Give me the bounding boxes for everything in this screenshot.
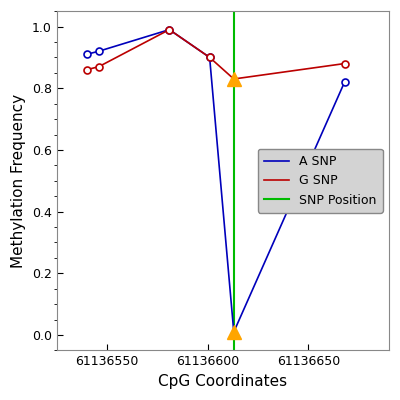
Y-axis label: Methylation Frequency: Methylation Frequency [11,94,26,268]
Legend: A SNP, G SNP, SNP Position: A SNP, G SNP, SNP Position [258,149,383,213]
X-axis label: CpG Coordinates: CpG Coordinates [158,374,287,389]
